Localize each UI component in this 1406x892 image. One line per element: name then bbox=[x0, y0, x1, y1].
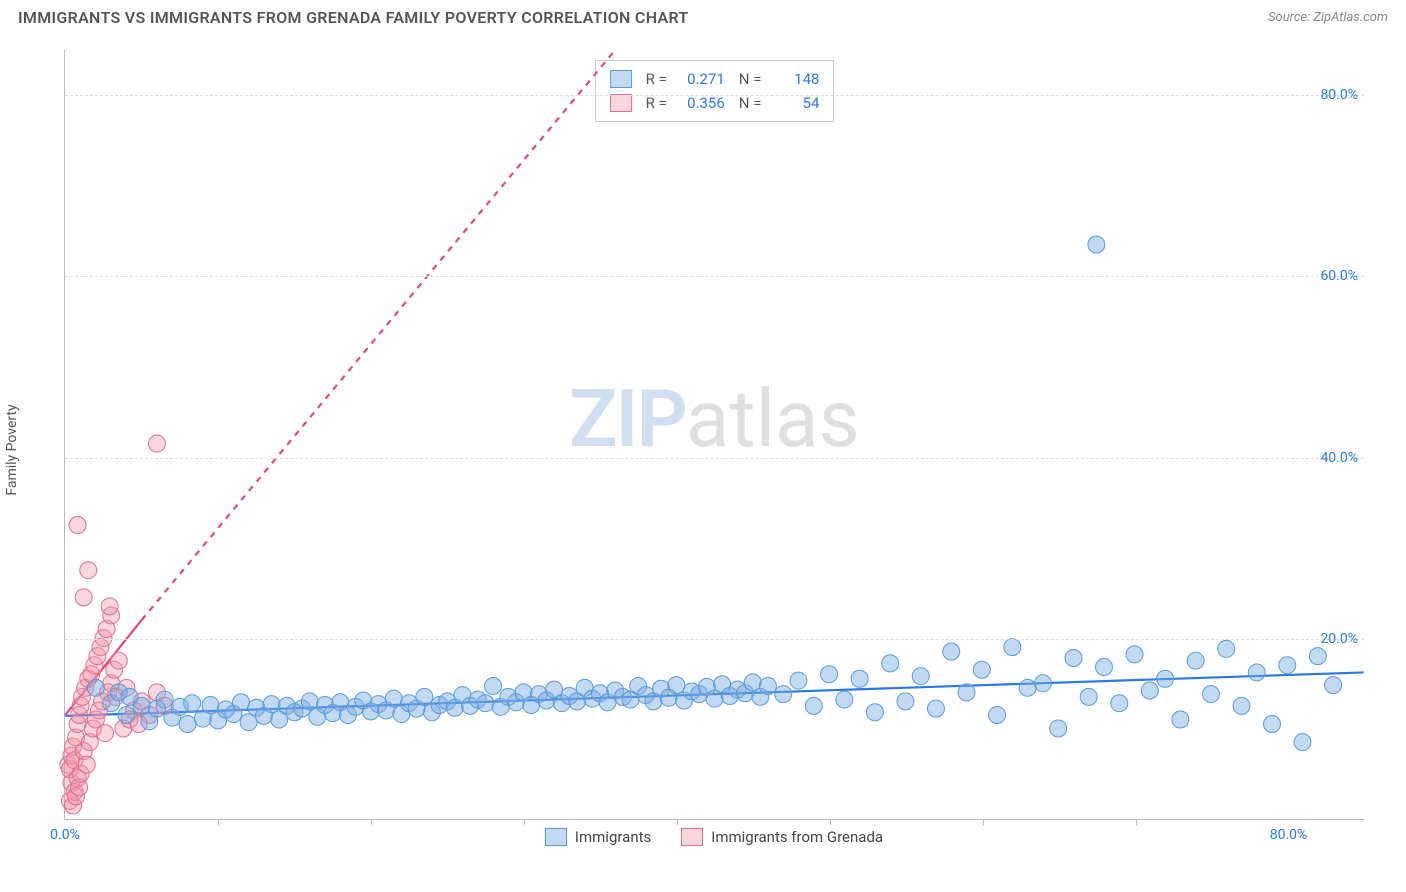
swatch-blue-icon bbox=[545, 828, 567, 846]
bottom-legend: Immigrants Immigrants from Grenada bbox=[64, 828, 1364, 846]
y-tick-label: 40.0% bbox=[1320, 450, 1358, 466]
chart-title: IMMIGRANTS VS IMMIGRANTS FROM GRENADA FA… bbox=[18, 8, 689, 27]
legend-label: Immigrants from Grenada bbox=[711, 828, 883, 846]
y-axis-label: Family Poverty bbox=[4, 404, 20, 495]
y-tick-label: 80.0% bbox=[1320, 87, 1358, 103]
chart-container: Family Poverty ZIPatlas R = 0.271 N = 14… bbox=[18, 40, 1388, 860]
legend-item-pink: Immigrants from Grenada bbox=[681, 828, 883, 846]
scatter-points-layer bbox=[65, 50, 1364, 819]
swatch-pink-icon bbox=[681, 828, 703, 846]
legend-label: Immigrants bbox=[575, 828, 651, 846]
y-tick-label: 60.0% bbox=[1320, 268, 1358, 284]
plot-area: ZIPatlas R = 0.271 N = 148 R = 0.356 N =… bbox=[64, 50, 1364, 820]
source-attribution: Source: ZipAtlas.com bbox=[1268, 10, 1388, 25]
legend-item-blue: Immigrants bbox=[545, 828, 651, 846]
y-tick-label: 20.0% bbox=[1320, 631, 1358, 647]
